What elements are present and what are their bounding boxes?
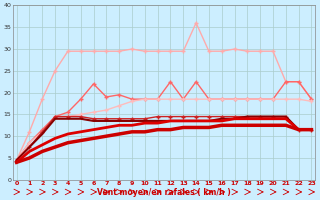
X-axis label: Vent moyen/en rafales ( km/h ): Vent moyen/en rafales ( km/h ) (97, 188, 231, 197)
